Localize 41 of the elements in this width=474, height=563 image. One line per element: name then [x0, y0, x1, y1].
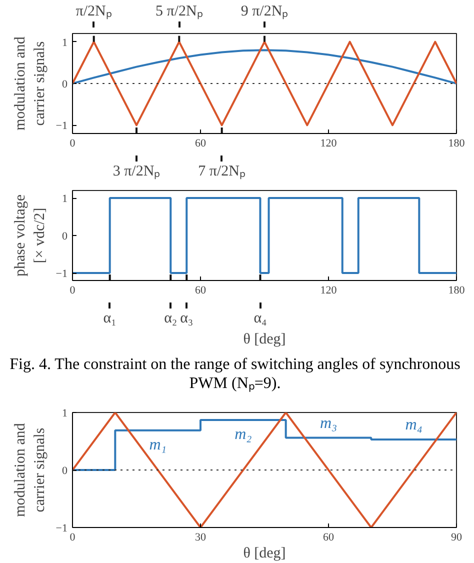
annotation: 9 π/2Nₚ: [240, 4, 288, 20]
annotation: α₃: [180, 310, 194, 326]
annotation: m₄: [405, 416, 422, 434]
x-tick-label: 120: [320, 284, 338, 296]
line-series: [72, 49, 456, 84]
x-tick-label: 90: [451, 532, 462, 544]
y-tick-label: −1: [56, 120, 68, 132]
annotation: 5 π/2Nₚ: [156, 4, 203, 20]
y-tick-label: 1: [62, 193, 68, 205]
annotation: m₃: [320, 414, 338, 432]
annotation: 3 π/2Nₚ: [112, 164, 160, 180]
x-axis-title: θ [deg]: [243, 546, 286, 562]
y-tick-label: 0: [62, 78, 68, 90]
y-tick-label: 0: [62, 230, 68, 242]
annotation: α₂: [164, 310, 178, 326]
annotation: 7 π/2Nₚ: [198, 164, 246, 180]
annotation: α₄: [254, 310, 267, 326]
y-tick-label: 1: [62, 36, 68, 49]
x-tick-label: 0: [70, 138, 76, 150]
x-tick-label: 60: [195, 284, 206, 296]
x-tick-label: 30: [195, 532, 206, 544]
annotation: m₁: [149, 436, 166, 454]
x-tick-label: 180: [448, 284, 466, 296]
x-axis-title: θ [deg]: [243, 332, 286, 348]
y-axis-title: modulation and carrier signals: [12, 422, 48, 517]
x-tick-label: 180: [448, 138, 466, 150]
x-tick-label: 60: [195, 138, 206, 150]
y-tick-label: −1: [56, 522, 68, 534]
x-tick-label: 120: [320, 138, 338, 150]
caption: Fig. 4. The constraint on the range of switching angles of synchronous PWM (Nₚ=9).: [8, 355, 462, 394]
y-tick-label: −1: [56, 268, 68, 280]
y-axis-title: phase voltage [× vdc/2]: [12, 194, 48, 277]
annotation: m₂: [234, 426, 252, 443]
x-tick-label: 0: [70, 532, 76, 544]
y-tick-label: 1: [62, 408, 68, 420]
x-tick-label: 60: [323, 532, 334, 544]
x-tick-label: 0: [70, 284, 76, 296]
annotation: α₁: [103, 310, 116, 326]
y-axis-title: modulation and carrier signals: [12, 36, 48, 130]
y-tick-label: 0: [62, 465, 68, 477]
annotation: π/2Nₚ: [76, 4, 112, 20]
